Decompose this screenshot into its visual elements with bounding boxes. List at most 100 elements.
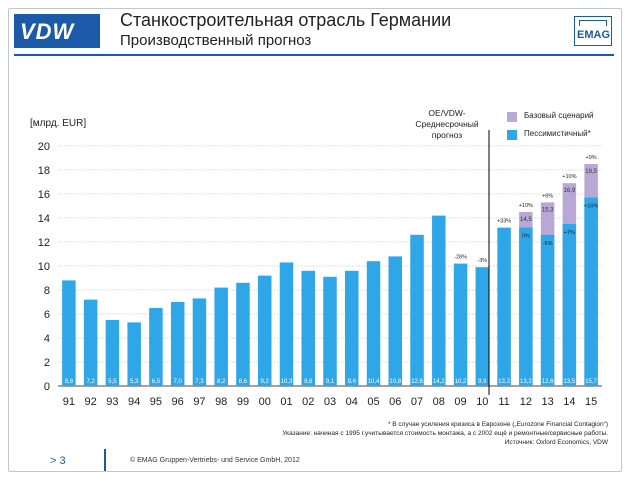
change-label-base-15: +9%: [586, 155, 597, 161]
bar-value-label-96: 7,0: [174, 379, 183, 385]
bar-pessimistic-93: [105, 320, 120, 386]
x-tick-label-02: 02: [302, 396, 314, 408]
bar-pessimistic-03: [323, 276, 337, 386]
vdw-logo-text: VDW: [20, 19, 75, 44]
emag-logo-mark: [579, 20, 607, 26]
note-line-3: Источник: Oxford Economics, VDW: [504, 439, 608, 446]
bar-value-label-08: 14,2: [433, 379, 445, 385]
x-tick-label-93: 93: [106, 396, 118, 408]
bar-pessimistic-97: [192, 298, 207, 386]
bar-base-label-14: 16,9: [564, 188, 576, 194]
vdw-logo: VDW: [14, 14, 100, 48]
bar-value-label-14: 13,5: [564, 379, 576, 385]
bar-pessimistic-98: [214, 287, 228, 386]
bar-value-label-01: 10,3: [281, 379, 293, 385]
page-subtitle: Производственный прогноз: [120, 32, 312, 49]
x-tick-label-09: 09: [454, 396, 466, 408]
bar-pessimistic-10: [475, 267, 490, 386]
bar-base-label-15: 18,5: [585, 169, 597, 175]
page-number: > 3: [50, 455, 66, 467]
bar-pessimistic-92: [83, 299, 98, 386]
bar-pessimistic-09: [453, 263, 468, 386]
x-tick-label-99: 99: [237, 396, 249, 408]
x-tick-label-00: 00: [259, 396, 271, 408]
x-tick-label-13: 13: [541, 396, 553, 408]
bar-pessimistic-99: [236, 282, 250, 386]
forecast-label-line1: OE/VDW-: [428, 108, 466, 118]
bar-pessimistic-12: [519, 227, 533, 386]
bar-value-label-04: 9,6: [348, 379, 357, 385]
change-label-base-14: +10%: [562, 174, 576, 180]
bar-value-label-98: 8,2: [217, 379, 226, 385]
y-axis-ticks: 0 2 4 6 8 10 12 14 16 18 20: [38, 141, 50, 393]
copyright: © EMAG Gruppen-Vertriebs- und Service Gm…: [130, 457, 300, 464]
grid-lines: [58, 145, 602, 387]
bar-pessimistic-08: [432, 215, 446, 386]
change-label-pessimistic-14: +7%: [564, 230, 575, 236]
bar-value-label-94: 5,3: [130, 379, 139, 385]
x-tick-label-92: 92: [85, 396, 97, 408]
bar-value-label-03: 9,1: [326, 379, 335, 385]
bar-pessimistic-07: [410, 234, 424, 386]
x-tick-label-14: 14: [563, 396, 575, 408]
x-tick-label-08: 08: [433, 396, 445, 408]
x-tick-label-06: 06: [389, 396, 401, 408]
change-label-base-13: +6%: [542, 193, 553, 199]
legend-swatch-pessimistic: [507, 130, 517, 140]
x-tick-label-95: 95: [150, 396, 162, 408]
bar-pessimistic-15: [584, 197, 598, 386]
y-tick-label-16: 16: [38, 189, 50, 201]
bar-pessimistic-95: [149, 308, 163, 386]
y-tick-label-10: 10: [38, 261, 50, 273]
bar-value-label-09: 10,2: [455, 379, 467, 385]
y-tick-label-2: 2: [44, 357, 50, 369]
bar-pessimistic-14: [562, 224, 577, 386]
bar-pessimistic-00: [257, 275, 272, 386]
change-label-pessimistic-10: -3%: [477, 258, 487, 264]
y-axis-label: [млрд. EUR]: [30, 118, 86, 129]
note-line-2: Указание: начиная с 1995 г.учитывается с…: [282, 430, 608, 437]
x-tick-label-98: 98: [215, 396, 227, 408]
x-tick-label-15: 15: [585, 396, 597, 408]
header-divider: [14, 54, 614, 56]
change-label-pessimistic-12: 0%: [522, 234, 530, 240]
x-axis-ticks: 91 92 93 94 95 96 97 98 99 00 01 02 03 04 05 06 07 08 09 10…: [63, 396, 597, 408]
bar-value-label-13: 12,6: [542, 379, 554, 385]
bar-value-label-00: 9,2: [261, 379, 270, 385]
x-tick-label-10: 10: [476, 396, 488, 408]
bar-value-label-11: 13,2: [498, 379, 510, 385]
y-tick-label-8: 8: [44, 285, 50, 297]
x-tick-label-07: 07: [411, 396, 423, 408]
forecast-label-line2: Среднесрочный прогноз: [415, 119, 479, 140]
x-tick-label-11: 11: [498, 396, 509, 408]
bar-value-label-93: 5,5: [108, 379, 117, 385]
bar-pessimistic-96: [170, 302, 185, 386]
bars: [62, 164, 598, 386]
x-tick-label-05: 05: [367, 396, 379, 408]
bar-base-label-12: 14,5: [520, 217, 532, 223]
change-label-pessimistic-09: -28%: [454, 255, 467, 261]
legend-label-pessimistic: Пессимистичный*: [524, 129, 591, 138]
x-tick-label-96: 96: [172, 396, 184, 408]
change-label-pessimistic-13: -5%: [543, 241, 553, 247]
bar-pessimistic-01: [279, 262, 294, 386]
bar-pessimistic-06: [388, 256, 403, 386]
bar-pessimistic-91: [62, 280, 76, 386]
emag-logo: EMAG: [574, 16, 612, 46]
bar-value-label-91: 8,8: [65, 379, 74, 385]
annotations: 8,8 7,2 5,5 5,3 6,5 7,0 7,3 8,2 8,6 9,2 10,3 9,6 9,1…: [65, 155, 599, 385]
change-label-pessimistic-15: +16%: [584, 204, 598, 210]
emag-logo-text: EMAG: [577, 29, 610, 41]
bar-value-label-95: 6,5: [152, 379, 161, 385]
bar-base-label-13: 15,3: [542, 207, 554, 213]
legend-label-base: Базовый сценарий: [524, 111, 594, 120]
change-label-pessimistic-11: +33%: [497, 219, 511, 225]
bar-value-label-06: 10,8: [389, 379, 401, 385]
bar-value-label-02: 9,6: [304, 379, 313, 385]
y-tick-label-0: 0: [44, 381, 50, 393]
bar-value-label-07: 12,6: [411, 379, 423, 385]
x-tick-label-04: 04: [346, 396, 358, 408]
bar-value-label-99: 8,6: [239, 379, 248, 385]
x-tick-label-91: 91: [63, 396, 75, 408]
